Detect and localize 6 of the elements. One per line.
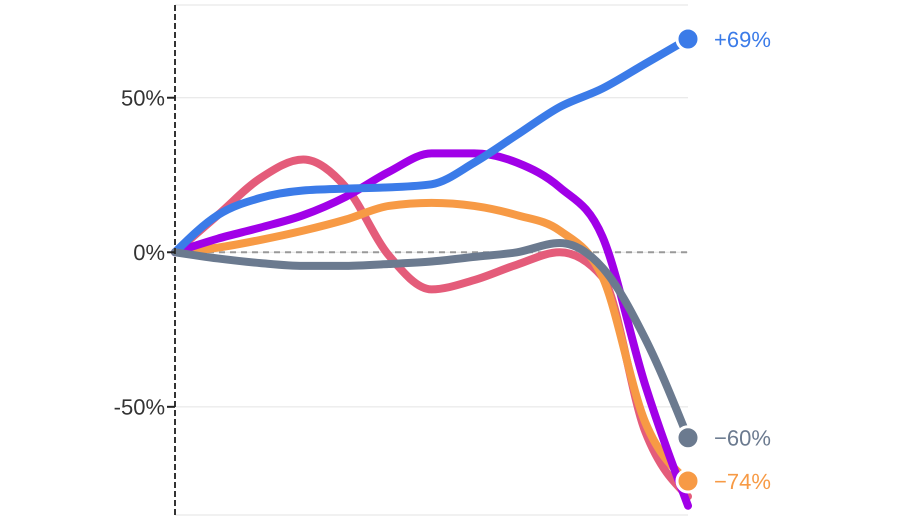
y-tick-label: 50%: [120, 86, 165, 111]
data-label: +69%: [714, 27, 771, 52]
data-label: −74%: [714, 469, 771, 494]
y-tick-label: -50%: [114, 394, 165, 420]
y-tick-label: 0%: [133, 240, 165, 266]
data-label: −60%: [714, 426, 771, 451]
